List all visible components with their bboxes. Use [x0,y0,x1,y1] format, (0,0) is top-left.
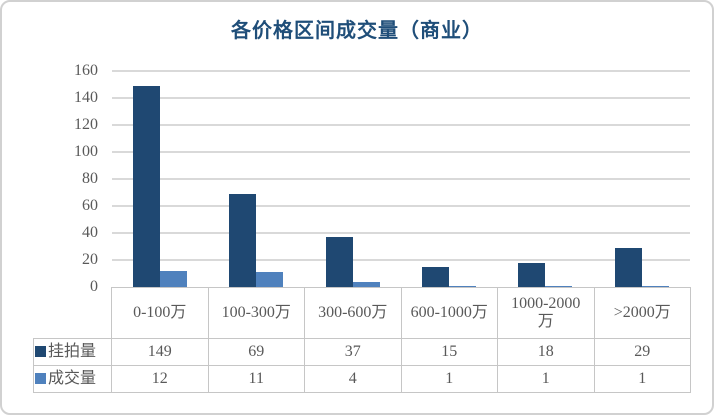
series-row: 成交量 12 11 4 1 1 1 [33,365,691,393]
value-cell: 1 [400,365,498,393]
y-tick-label: 20 [82,251,98,268]
y-tick-label: 100 [74,143,98,160]
value-cell: 1 [593,365,691,393]
bar-group [401,71,497,287]
bar-group [112,71,208,287]
category-label: 0-100万 [133,303,187,321]
value-cell: 12 [111,365,209,393]
category-label: >2000万 [613,303,671,321]
y-tick-label: 80 [82,170,98,187]
value-cell: 11 [207,365,305,393]
series-label-cell: 挂拍量 [33,338,112,366]
category-cell: 1000-2000万 [497,287,595,339]
bar-series1 [518,263,546,287]
value-cell: 29 [593,338,691,366]
bar-series1 [614,248,642,287]
category-cell: 0-100万 [111,287,209,339]
y-tick-label: 140 [74,89,98,106]
bar-series2 [545,286,573,287]
y-tick-label: 0 [90,278,98,295]
bar-series1 [229,194,257,287]
category-label: 1000-2000万 [511,294,581,330]
y-tick-label: 60 [82,197,98,214]
y-tick-label: 160 [74,62,98,79]
value-cell: 69 [207,338,305,366]
gridline [112,259,690,261]
bar-group [497,71,593,287]
category-cell: 600-1000万 [400,287,498,339]
category-cell: 100-300万 [207,287,305,339]
y-axis-labels: 0 20 40 60 80 100 120 140 160 [40,62,104,295]
bar-series1 [133,86,161,287]
bar-series2 [352,282,380,287]
y-tick-label: 120 [74,116,98,133]
gridline [112,97,690,99]
value-cell: 149 [111,338,209,366]
bar-series2 [641,286,669,287]
y-tick-label: 40 [82,224,98,241]
gridline [112,70,690,72]
bar-series2 [160,271,188,287]
gridline [112,205,690,207]
bar-series1 [325,237,353,287]
gridline [112,151,690,153]
series-label-cell: 成交量 [33,365,112,393]
data-table: 0-100万 100-300万 300-600万 600-1000万 1000-2000… [33,287,691,393]
legend-swatch-icon [35,372,46,384]
bar-group [594,71,690,287]
bar-series2 [449,286,477,287]
table-corner-cell [34,288,112,339]
plot-area [112,70,690,288]
value-cell: 37 [304,338,402,366]
gridline [112,232,690,234]
value-cell: 15 [400,338,498,366]
bar-group [305,71,401,287]
table-header-row: 0-100万 100-300万 300-600万 600-1000万 1000-2000… [34,287,691,339]
category-label: 100-300万 [221,303,291,321]
series-row: 挂拍量 149 69 37 15 18 29 [33,338,691,366]
value-cell: 18 [497,338,595,366]
category-cell: >2000万 [593,287,691,339]
bar-group [208,71,304,287]
category-label: 300-600万 [318,303,388,321]
category-label: 600-1000万 [410,303,488,321]
legend-swatch-icon [35,345,46,357]
value-cell: 4 [304,365,402,393]
series-name: 挂拍量 [48,342,97,360]
chart-title: 各价格区间成交量（商业） [231,20,483,42]
series-name: 成交量 [48,369,97,387]
category-cell: 300-600万 [304,287,402,339]
gridline [112,178,690,180]
bar-series2 [256,272,284,287]
bar-series1 [422,267,450,287]
value-cell: 1 [497,365,595,393]
gridline [112,124,690,126]
